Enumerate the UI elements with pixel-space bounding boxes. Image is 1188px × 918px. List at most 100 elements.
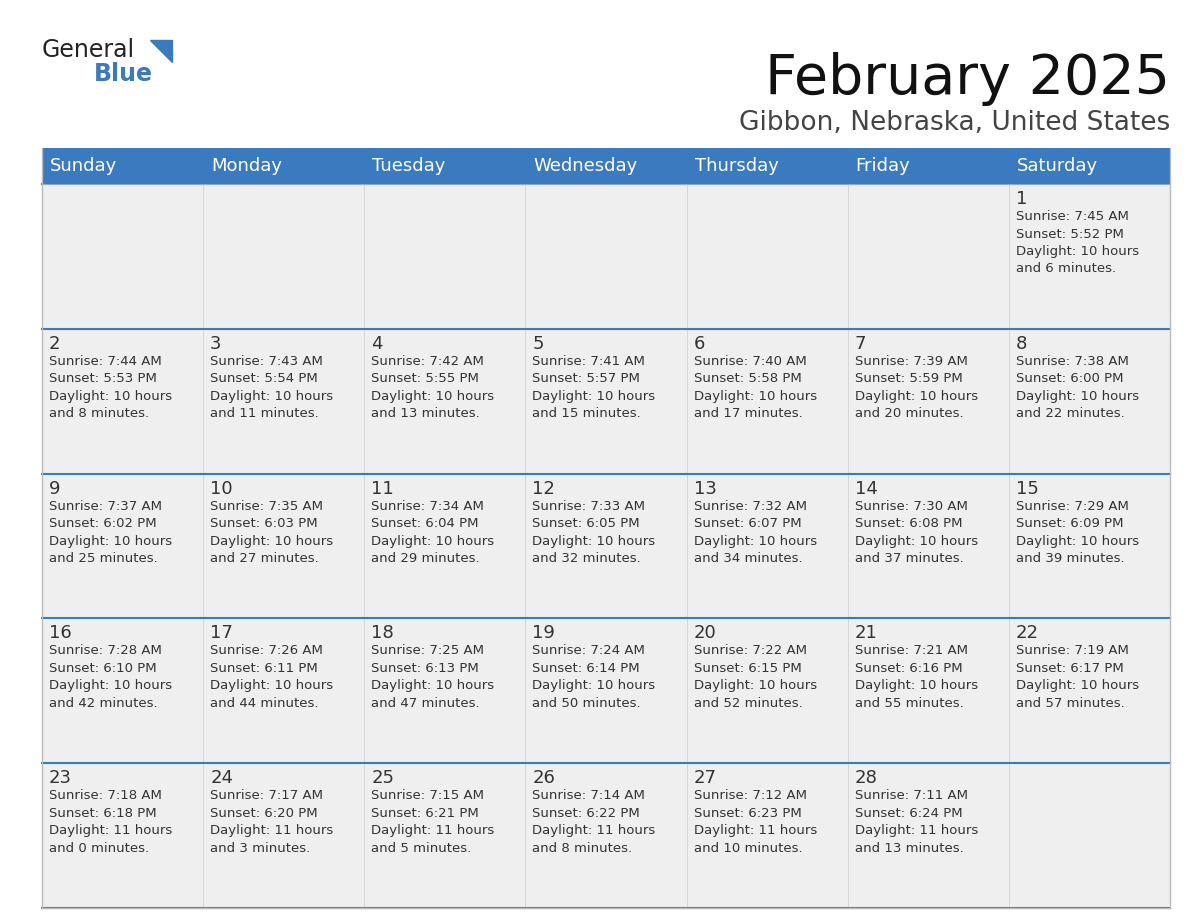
Text: 2: 2 bbox=[49, 335, 61, 353]
Text: Blue: Blue bbox=[94, 62, 153, 86]
Bar bbox=[525, 763, 687, 908]
Text: Sunrise: 7:21 AM
Sunset: 6:16 PM
Daylight: 10 hours
and 55 minutes.: Sunrise: 7:21 AM Sunset: 6:16 PM Dayligh… bbox=[854, 644, 978, 710]
Bar bbox=[848, 619, 1009, 763]
Bar bbox=[42, 474, 203, 619]
Text: 6: 6 bbox=[694, 335, 704, 353]
Text: 18: 18 bbox=[372, 624, 394, 643]
Text: 1: 1 bbox=[1016, 190, 1028, 208]
Text: 8: 8 bbox=[1016, 335, 1028, 353]
Text: Sunrise: 7:14 AM
Sunset: 6:22 PM
Daylight: 11 hours
and 8 minutes.: Sunrise: 7:14 AM Sunset: 6:22 PM Dayligh… bbox=[532, 789, 656, 855]
Text: 26: 26 bbox=[532, 769, 555, 788]
Text: Friday: Friday bbox=[855, 157, 910, 175]
Bar bbox=[848, 329, 1009, 474]
Bar bbox=[687, 619, 848, 763]
Bar bbox=[365, 329, 525, 474]
Bar bbox=[525, 329, 687, 474]
Text: 9: 9 bbox=[49, 479, 61, 498]
Text: February 2025: February 2025 bbox=[765, 52, 1170, 106]
Text: 7: 7 bbox=[854, 335, 866, 353]
Text: Sunrise: 7:44 AM
Sunset: 5:53 PM
Daylight: 10 hours
and 8 minutes.: Sunrise: 7:44 AM Sunset: 5:53 PM Dayligh… bbox=[49, 354, 172, 420]
Text: 27: 27 bbox=[694, 769, 716, 788]
Bar bbox=[687, 329, 848, 474]
Bar bbox=[848, 184, 1009, 329]
Text: 12: 12 bbox=[532, 479, 555, 498]
Text: Sunrise: 7:17 AM
Sunset: 6:20 PM
Daylight: 11 hours
and 3 minutes.: Sunrise: 7:17 AM Sunset: 6:20 PM Dayligh… bbox=[210, 789, 334, 855]
Text: 19: 19 bbox=[532, 624, 555, 643]
Text: Sunrise: 7:35 AM
Sunset: 6:03 PM
Daylight: 10 hours
and 27 minutes.: Sunrise: 7:35 AM Sunset: 6:03 PM Dayligh… bbox=[210, 499, 334, 565]
Text: 23: 23 bbox=[49, 769, 72, 788]
Bar bbox=[365, 474, 525, 619]
Bar bbox=[365, 763, 525, 908]
Bar bbox=[203, 619, 365, 763]
Text: Sunrise: 7:32 AM
Sunset: 6:07 PM
Daylight: 10 hours
and 34 minutes.: Sunrise: 7:32 AM Sunset: 6:07 PM Dayligh… bbox=[694, 499, 816, 565]
Text: 4: 4 bbox=[372, 335, 383, 353]
Text: 21: 21 bbox=[854, 624, 878, 643]
Text: Wednesday: Wednesday bbox=[533, 157, 638, 175]
Bar bbox=[42, 148, 1170, 184]
Text: 15: 15 bbox=[1016, 479, 1038, 498]
Text: 22: 22 bbox=[1016, 624, 1038, 643]
Bar bbox=[848, 763, 1009, 908]
Bar bbox=[42, 329, 203, 474]
Text: 14: 14 bbox=[854, 479, 878, 498]
Text: Sunrise: 7:29 AM
Sunset: 6:09 PM
Daylight: 10 hours
and 39 minutes.: Sunrise: 7:29 AM Sunset: 6:09 PM Dayligh… bbox=[1016, 499, 1139, 565]
Bar bbox=[203, 184, 365, 329]
Text: 16: 16 bbox=[49, 624, 71, 643]
Text: Sunrise: 7:40 AM
Sunset: 5:58 PM
Daylight: 10 hours
and 17 minutes.: Sunrise: 7:40 AM Sunset: 5:58 PM Dayligh… bbox=[694, 354, 816, 420]
Text: 24: 24 bbox=[210, 769, 233, 788]
Polygon shape bbox=[150, 40, 172, 62]
Text: Sunrise: 7:24 AM
Sunset: 6:14 PM
Daylight: 10 hours
and 50 minutes.: Sunrise: 7:24 AM Sunset: 6:14 PM Dayligh… bbox=[532, 644, 656, 710]
Text: Monday: Monday bbox=[211, 157, 282, 175]
Bar bbox=[1009, 184, 1170, 329]
Bar bbox=[42, 184, 203, 329]
Text: Sunday: Sunday bbox=[50, 157, 118, 175]
Text: 20: 20 bbox=[694, 624, 716, 643]
Text: 17: 17 bbox=[210, 624, 233, 643]
Text: Sunrise: 7:38 AM
Sunset: 6:00 PM
Daylight: 10 hours
and 22 minutes.: Sunrise: 7:38 AM Sunset: 6:00 PM Dayligh… bbox=[1016, 354, 1139, 420]
Text: Sunrise: 7:28 AM
Sunset: 6:10 PM
Daylight: 10 hours
and 42 minutes.: Sunrise: 7:28 AM Sunset: 6:10 PM Dayligh… bbox=[49, 644, 172, 710]
Text: Sunrise: 7:11 AM
Sunset: 6:24 PM
Daylight: 11 hours
and 13 minutes.: Sunrise: 7:11 AM Sunset: 6:24 PM Dayligh… bbox=[854, 789, 978, 855]
Text: Saturday: Saturday bbox=[1017, 157, 1098, 175]
Bar bbox=[525, 474, 687, 619]
Text: Sunrise: 7:26 AM
Sunset: 6:11 PM
Daylight: 10 hours
and 44 minutes.: Sunrise: 7:26 AM Sunset: 6:11 PM Dayligh… bbox=[210, 644, 334, 710]
Bar bbox=[687, 474, 848, 619]
Text: Sunrise: 7:43 AM
Sunset: 5:54 PM
Daylight: 10 hours
and 11 minutes.: Sunrise: 7:43 AM Sunset: 5:54 PM Dayligh… bbox=[210, 354, 334, 420]
Text: 13: 13 bbox=[694, 479, 716, 498]
Text: Sunrise: 7:30 AM
Sunset: 6:08 PM
Daylight: 10 hours
and 37 minutes.: Sunrise: 7:30 AM Sunset: 6:08 PM Dayligh… bbox=[854, 499, 978, 565]
Text: Sunrise: 7:39 AM
Sunset: 5:59 PM
Daylight: 10 hours
and 20 minutes.: Sunrise: 7:39 AM Sunset: 5:59 PM Dayligh… bbox=[854, 354, 978, 420]
Text: Sunrise: 7:15 AM
Sunset: 6:21 PM
Daylight: 11 hours
and 5 minutes.: Sunrise: 7:15 AM Sunset: 6:21 PM Dayligh… bbox=[372, 789, 494, 855]
Text: 3: 3 bbox=[210, 335, 222, 353]
Text: Sunrise: 7:25 AM
Sunset: 6:13 PM
Daylight: 10 hours
and 47 minutes.: Sunrise: 7:25 AM Sunset: 6:13 PM Dayligh… bbox=[372, 644, 494, 710]
Text: Sunrise: 7:45 AM
Sunset: 5:52 PM
Daylight: 10 hours
and 6 minutes.: Sunrise: 7:45 AM Sunset: 5:52 PM Dayligh… bbox=[1016, 210, 1139, 275]
Text: Tuesday: Tuesday bbox=[372, 157, 446, 175]
Text: 28: 28 bbox=[854, 769, 878, 788]
Bar bbox=[848, 474, 1009, 619]
Bar bbox=[203, 763, 365, 908]
Text: Sunrise: 7:33 AM
Sunset: 6:05 PM
Daylight: 10 hours
and 32 minutes.: Sunrise: 7:33 AM Sunset: 6:05 PM Dayligh… bbox=[532, 499, 656, 565]
Bar bbox=[42, 763, 203, 908]
Text: Sunrise: 7:22 AM
Sunset: 6:15 PM
Daylight: 10 hours
and 52 minutes.: Sunrise: 7:22 AM Sunset: 6:15 PM Dayligh… bbox=[694, 644, 816, 710]
Bar bbox=[525, 619, 687, 763]
Text: 5: 5 bbox=[532, 335, 544, 353]
Text: Sunrise: 7:12 AM
Sunset: 6:23 PM
Daylight: 11 hours
and 10 minutes.: Sunrise: 7:12 AM Sunset: 6:23 PM Dayligh… bbox=[694, 789, 817, 855]
Bar bbox=[1009, 619, 1170, 763]
Text: Gibbon, Nebraska, United States: Gibbon, Nebraska, United States bbox=[739, 110, 1170, 136]
Bar bbox=[203, 329, 365, 474]
Text: Sunrise: 7:34 AM
Sunset: 6:04 PM
Daylight: 10 hours
and 29 minutes.: Sunrise: 7:34 AM Sunset: 6:04 PM Dayligh… bbox=[372, 499, 494, 565]
Bar bbox=[1009, 763, 1170, 908]
Bar bbox=[42, 619, 203, 763]
Bar bbox=[365, 184, 525, 329]
Text: Sunrise: 7:42 AM
Sunset: 5:55 PM
Daylight: 10 hours
and 13 minutes.: Sunrise: 7:42 AM Sunset: 5:55 PM Dayligh… bbox=[372, 354, 494, 420]
Bar bbox=[1009, 329, 1170, 474]
Bar bbox=[525, 184, 687, 329]
Text: 10: 10 bbox=[210, 479, 233, 498]
Text: Sunrise: 7:41 AM
Sunset: 5:57 PM
Daylight: 10 hours
and 15 minutes.: Sunrise: 7:41 AM Sunset: 5:57 PM Dayligh… bbox=[532, 354, 656, 420]
Bar bbox=[365, 619, 525, 763]
Text: Sunrise: 7:19 AM
Sunset: 6:17 PM
Daylight: 10 hours
and 57 minutes.: Sunrise: 7:19 AM Sunset: 6:17 PM Dayligh… bbox=[1016, 644, 1139, 710]
Bar bbox=[687, 184, 848, 329]
Text: 25: 25 bbox=[372, 769, 394, 788]
Bar bbox=[687, 763, 848, 908]
Text: Sunrise: 7:18 AM
Sunset: 6:18 PM
Daylight: 11 hours
and 0 minutes.: Sunrise: 7:18 AM Sunset: 6:18 PM Dayligh… bbox=[49, 789, 172, 855]
Bar bbox=[203, 474, 365, 619]
Text: Thursday: Thursday bbox=[695, 157, 778, 175]
